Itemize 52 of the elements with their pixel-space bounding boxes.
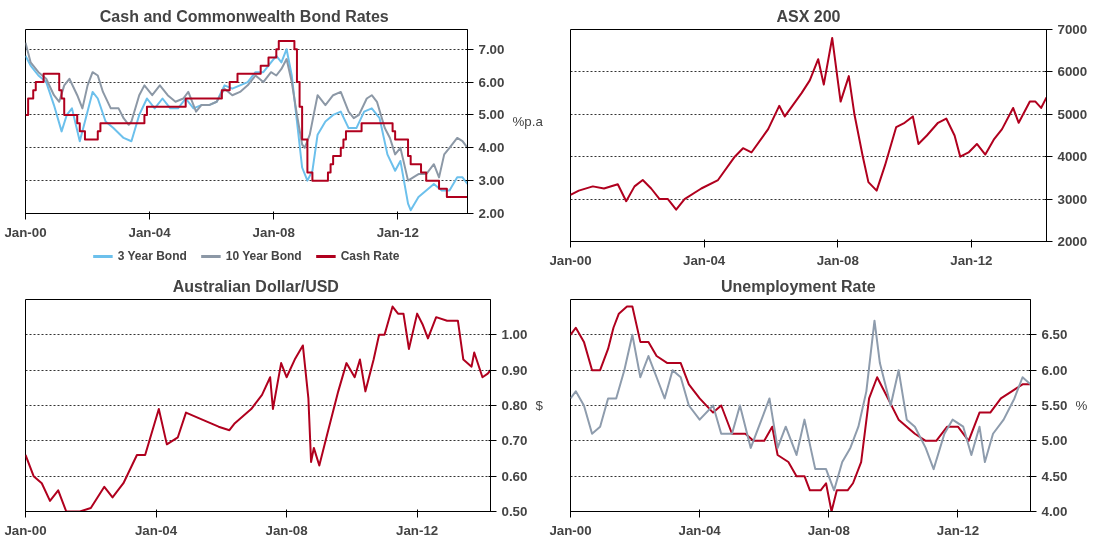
legend-label: 10 Year Bond xyxy=(225,249,302,263)
y-tick-label: 6000 xyxy=(1057,64,1088,80)
line-series xyxy=(570,319,1031,492)
y-tick-label: 2000 xyxy=(1057,234,1088,249)
y-tick-label: 0.80 xyxy=(501,398,528,413)
y-tick-label: 3.00 xyxy=(478,173,505,189)
x-tick-label: Jan-08 xyxy=(252,224,295,240)
y-axis-title: %p.a xyxy=(512,114,544,129)
x-tick-label: Jan-12 xyxy=(936,522,980,538)
y-tick-label: 5000 xyxy=(1057,106,1088,122)
y-tick-label: 4.00 xyxy=(478,140,505,156)
y-tick-label: 5.00 xyxy=(1041,433,1068,449)
x-tick-label: Jan-12 xyxy=(396,522,439,538)
y-tick-label: 0.90 xyxy=(501,362,528,378)
line-series xyxy=(570,36,1047,211)
y-axis-title: % xyxy=(1075,398,1088,413)
y-tick-label: 6.00 xyxy=(478,74,505,90)
y-tick-label: 0.70 xyxy=(501,433,528,449)
y-tick-label: 7000 xyxy=(1057,22,1088,37)
y-tick-label: 0.50 xyxy=(501,504,528,519)
x-tick-label: Jan-08 xyxy=(807,522,850,538)
chart-title: Unemployment Rate xyxy=(720,277,876,295)
y-tick-label: 1.00 xyxy=(501,327,528,343)
x-tick-label: Jan-12 xyxy=(376,224,419,240)
x-tick-label: Jan-00 xyxy=(549,522,592,538)
y-tick-label: 0.60 xyxy=(501,468,528,484)
y-tick-label: 6.50 xyxy=(1041,327,1068,343)
y-tick-label: 4.50 xyxy=(1041,468,1068,484)
chart-title: Australian Dollar/USD xyxy=(172,277,339,295)
y-tick-label: 6.00 xyxy=(1041,362,1068,378)
y-axis-title: $ xyxy=(535,398,544,413)
y-tick-label: 5.50 xyxy=(1041,398,1068,413)
y-tick-label: 2.00 xyxy=(478,206,505,221)
x-tick-label: Jan-08 xyxy=(265,522,308,538)
chart-title: ASX 200 xyxy=(776,7,841,25)
y-tick-label: 5.00 xyxy=(478,107,505,123)
y-tick-label: 4000 xyxy=(1057,149,1088,165)
x-tick-label: Jan-12 xyxy=(950,252,993,268)
y-tick-label: 3000 xyxy=(1057,191,1088,207)
x-tick-label: Jan-04 xyxy=(134,522,178,538)
x-tick-label: Jan-04 xyxy=(683,252,726,268)
legend-label: Cash Rate xyxy=(340,249,400,263)
chart-title: Cash and Commonwealth Bond Rates xyxy=(99,7,389,25)
x-tick-label: Jan-08 xyxy=(816,252,859,268)
y-tick-label: 7.00 xyxy=(478,41,505,57)
x-tick-label: Jan-04 xyxy=(128,224,172,240)
x-tick-label: Jan-00 xyxy=(549,252,592,268)
legend-label: 3 Year Bond xyxy=(117,249,187,263)
x-tick-label: Jan-04 xyxy=(678,522,722,538)
x-tick-label: Jan-00 xyxy=(4,224,47,240)
y-tick-label: 4.00 xyxy=(1041,504,1068,519)
x-tick-label: Jan-00 xyxy=(4,522,47,538)
